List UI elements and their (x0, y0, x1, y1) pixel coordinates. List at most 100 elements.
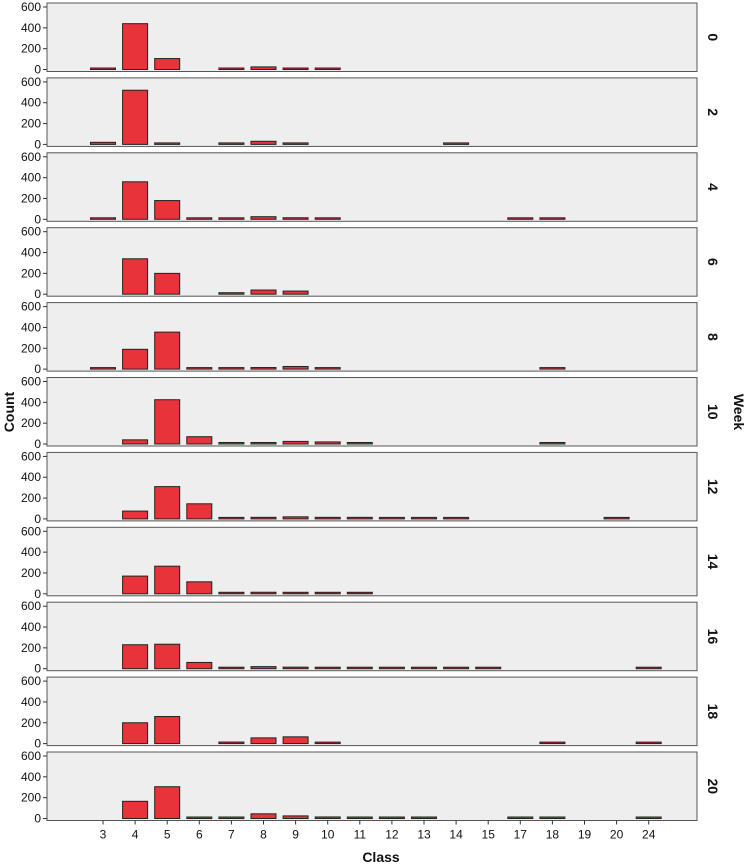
week-label: 12 (705, 479, 721, 495)
week-label: 16 (705, 629, 721, 645)
bar-class-10 (314, 217, 341, 220)
y-tick-label: 400 (21, 620, 41, 634)
x-tick-label-3: 3 (100, 828, 107, 842)
bar-class-24 (635, 816, 662, 819)
bar-class-24 (635, 741, 662, 745)
bar-class-4 (122, 439, 149, 445)
bar-class-4 (122, 575, 149, 595)
y-tick-label: 600 (21, 674, 41, 688)
bar-class-15 (475, 666, 502, 670)
bar-class-14 (443, 666, 470, 670)
y-tick-label: 200 (21, 191, 41, 205)
bar-class-8 (250, 516, 277, 520)
bar-class-4 (122, 23, 149, 70)
bar-class-4 (122, 181, 149, 220)
panel-week-18: 0 200 400 600 18 (21, 674, 721, 751)
y-tick-label: 400 (21, 96, 41, 110)
bar-class-4 (122, 348, 149, 370)
bar-class-3 (90, 217, 116, 220)
y-tick-label: 600 (21, 150, 41, 164)
week-label: 6 (705, 258, 721, 266)
bar-class-24 (635, 666, 662, 670)
bar-class-4 (122, 800, 149, 819)
x-tick-label-14: 14 (449, 828, 463, 842)
x-tick-label-10: 10 (321, 828, 335, 842)
panel-week-8: 0 200 400 600 8 (21, 300, 721, 377)
facet-axis-title: Week (731, 394, 747, 431)
x-tick-label-5: 5 (164, 828, 171, 842)
bar-class-8 (250, 367, 277, 370)
bar-class-4 (122, 644, 149, 670)
panel-week-2: 0 200 400 600 2 (21, 75, 721, 151)
bar-class-8 (250, 66, 277, 71)
bar-class-7 (218, 142, 245, 145)
x-tick-label-7: 7 (228, 828, 235, 842)
bar-class-13 (411, 666, 437, 670)
bar-class-7 (218, 367, 245, 370)
bar-class-12 (378, 666, 405, 670)
bar-class-10 (314, 741, 341, 745)
y-tick-label: 400 (21, 21, 41, 35)
y-tick-label: 0 (34, 63, 41, 77)
y-tick-label: 0 (34, 512, 41, 526)
bar-class-7 (218, 816, 245, 819)
x-tick-label-11: 11 (354, 828, 367, 842)
bar-class-6 (186, 436, 213, 445)
bar-class-8 (250, 289, 277, 295)
bar-class-5 (154, 643, 181, 670)
x-axis: 3 4 5 6 7 8 9 10 11 12 13 14 15 17 18 19 20 24 (100, 820, 656, 842)
panel-week-14: 0 200 400 600 14 (21, 524, 721, 601)
bar-class-9 (282, 365, 309, 370)
y-tick-label: 600 (21, 300, 41, 314)
bar-class-4 (122, 510, 149, 520)
y-tick-label: 400 (21, 770, 41, 784)
bar-class-9 (282, 142, 309, 145)
bar-class-4 (122, 258, 149, 295)
y-axis-title: Count (1, 391, 17, 432)
bar-class-5 (154, 399, 181, 445)
y-tick-label: 200 (21, 266, 41, 280)
bar-class-9 (282, 736, 309, 745)
bar-class-5 (154, 331, 181, 370)
panel-week-4: 0 200 400 600 4 (21, 150, 721, 227)
bar-class-9 (282, 67, 309, 70)
bar-class-11 (346, 442, 373, 445)
bar-class-8 (250, 216, 277, 220)
x-tick-label-12: 12 (385, 828, 399, 842)
y-tick-label: 400 (21, 320, 41, 334)
bar-class-5 (154, 142, 181, 145)
bar-class-17 (507, 217, 534, 220)
bar-class-7 (218, 442, 245, 445)
bar-class-4 (122, 89, 149, 145)
panel-background (46, 377, 698, 447)
y-tick-label: 600 (21, 0, 41, 14)
y-tick-label: 600 (21, 749, 41, 763)
bar-class-5 (154, 486, 181, 520)
x-tick-label-24: 24 (642, 828, 656, 842)
x-axis-title: Class (362, 849, 400, 865)
bar-class-3 (90, 67, 116, 70)
y-tick-label: 200 (21, 791, 41, 805)
y-tick-label: 400 (21, 470, 41, 484)
x-tick-label-18: 18 (546, 828, 560, 842)
y-tick-label: 600 (21, 599, 41, 613)
panel-week-0: 0 200 400 600 0 (21, 0, 721, 77)
bar-class-7 (218, 591, 245, 595)
week-label: 2 (705, 108, 721, 116)
y-tick-label: 200 (21, 491, 41, 505)
bar-class-8 (250, 442, 277, 445)
bar-class-10 (314, 816, 341, 819)
y-tick-label: 0 (34, 287, 41, 301)
y-tick-label: 0 (34, 362, 41, 376)
panels-group: 0200400600002004006002020040060040200400… (21, 0, 721, 826)
bar-class-13 (411, 816, 437, 819)
bar-class-6 (186, 581, 213, 595)
bar-class-8 (250, 813, 277, 819)
bar-class-20 (603, 516, 630, 520)
bar-class-12 (378, 516, 405, 520)
bar-class-10 (314, 441, 341, 445)
bar-class-12 (378, 816, 405, 819)
x-tick-label-8: 8 (260, 828, 267, 842)
panel-week-6: 0 200 400 600 6 (21, 225, 721, 302)
